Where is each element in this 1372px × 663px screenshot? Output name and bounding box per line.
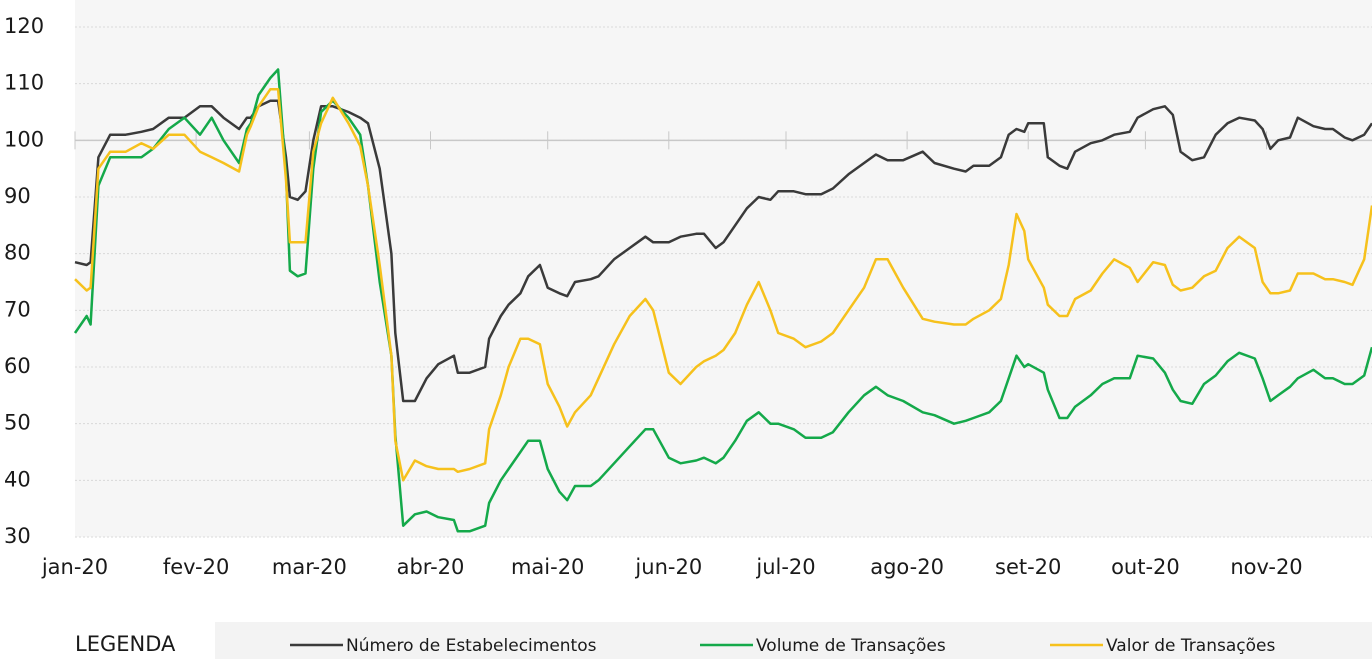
x-tick-label: jul-20 (755, 555, 815, 579)
y-tick-label: 80 (4, 241, 31, 265)
x-tick-label: abr-20 (397, 555, 465, 579)
y-tick-label: 110 (4, 71, 44, 95)
y-tick-label: 30 (4, 524, 31, 548)
legend-label: Valor de Transações (1106, 636, 1275, 656)
y-tick-label: 40 (4, 467, 31, 491)
y-tick-label: 90 (4, 184, 31, 208)
plot-background (75, 0, 1372, 537)
legend-label: Número de Estabelecimentos (346, 636, 597, 656)
x-tick-label: fev-20 (163, 555, 229, 579)
x-tick-label: mai-20 (511, 555, 584, 579)
legend-label: Volume de Transações (756, 636, 946, 656)
legend-background (215, 622, 1372, 659)
x-tick-label: jun-20 (634, 555, 702, 579)
series-line (74, 88, 1372, 482)
y-tick-label: 100 (4, 127, 44, 151)
y-tick-label: 60 (4, 354, 31, 378)
x-tick-label: ago-20 (870, 555, 944, 579)
x-tick-label: mar-20 (272, 555, 347, 579)
x-tick-label: jan-20 (41, 555, 108, 579)
legend-title: LEGENDA (75, 632, 176, 656)
series-line (74, 99, 1372, 403)
y-tick-label: 50 (4, 411, 31, 435)
x-tick-label: set-20 (995, 555, 1061, 579)
y-tick-label: 70 (4, 297, 31, 321)
x-tick-label: out-20 (1111, 555, 1180, 579)
x-tick-label: nov-20 (1230, 555, 1302, 579)
y-tick-label: 120 (4, 14, 44, 38)
